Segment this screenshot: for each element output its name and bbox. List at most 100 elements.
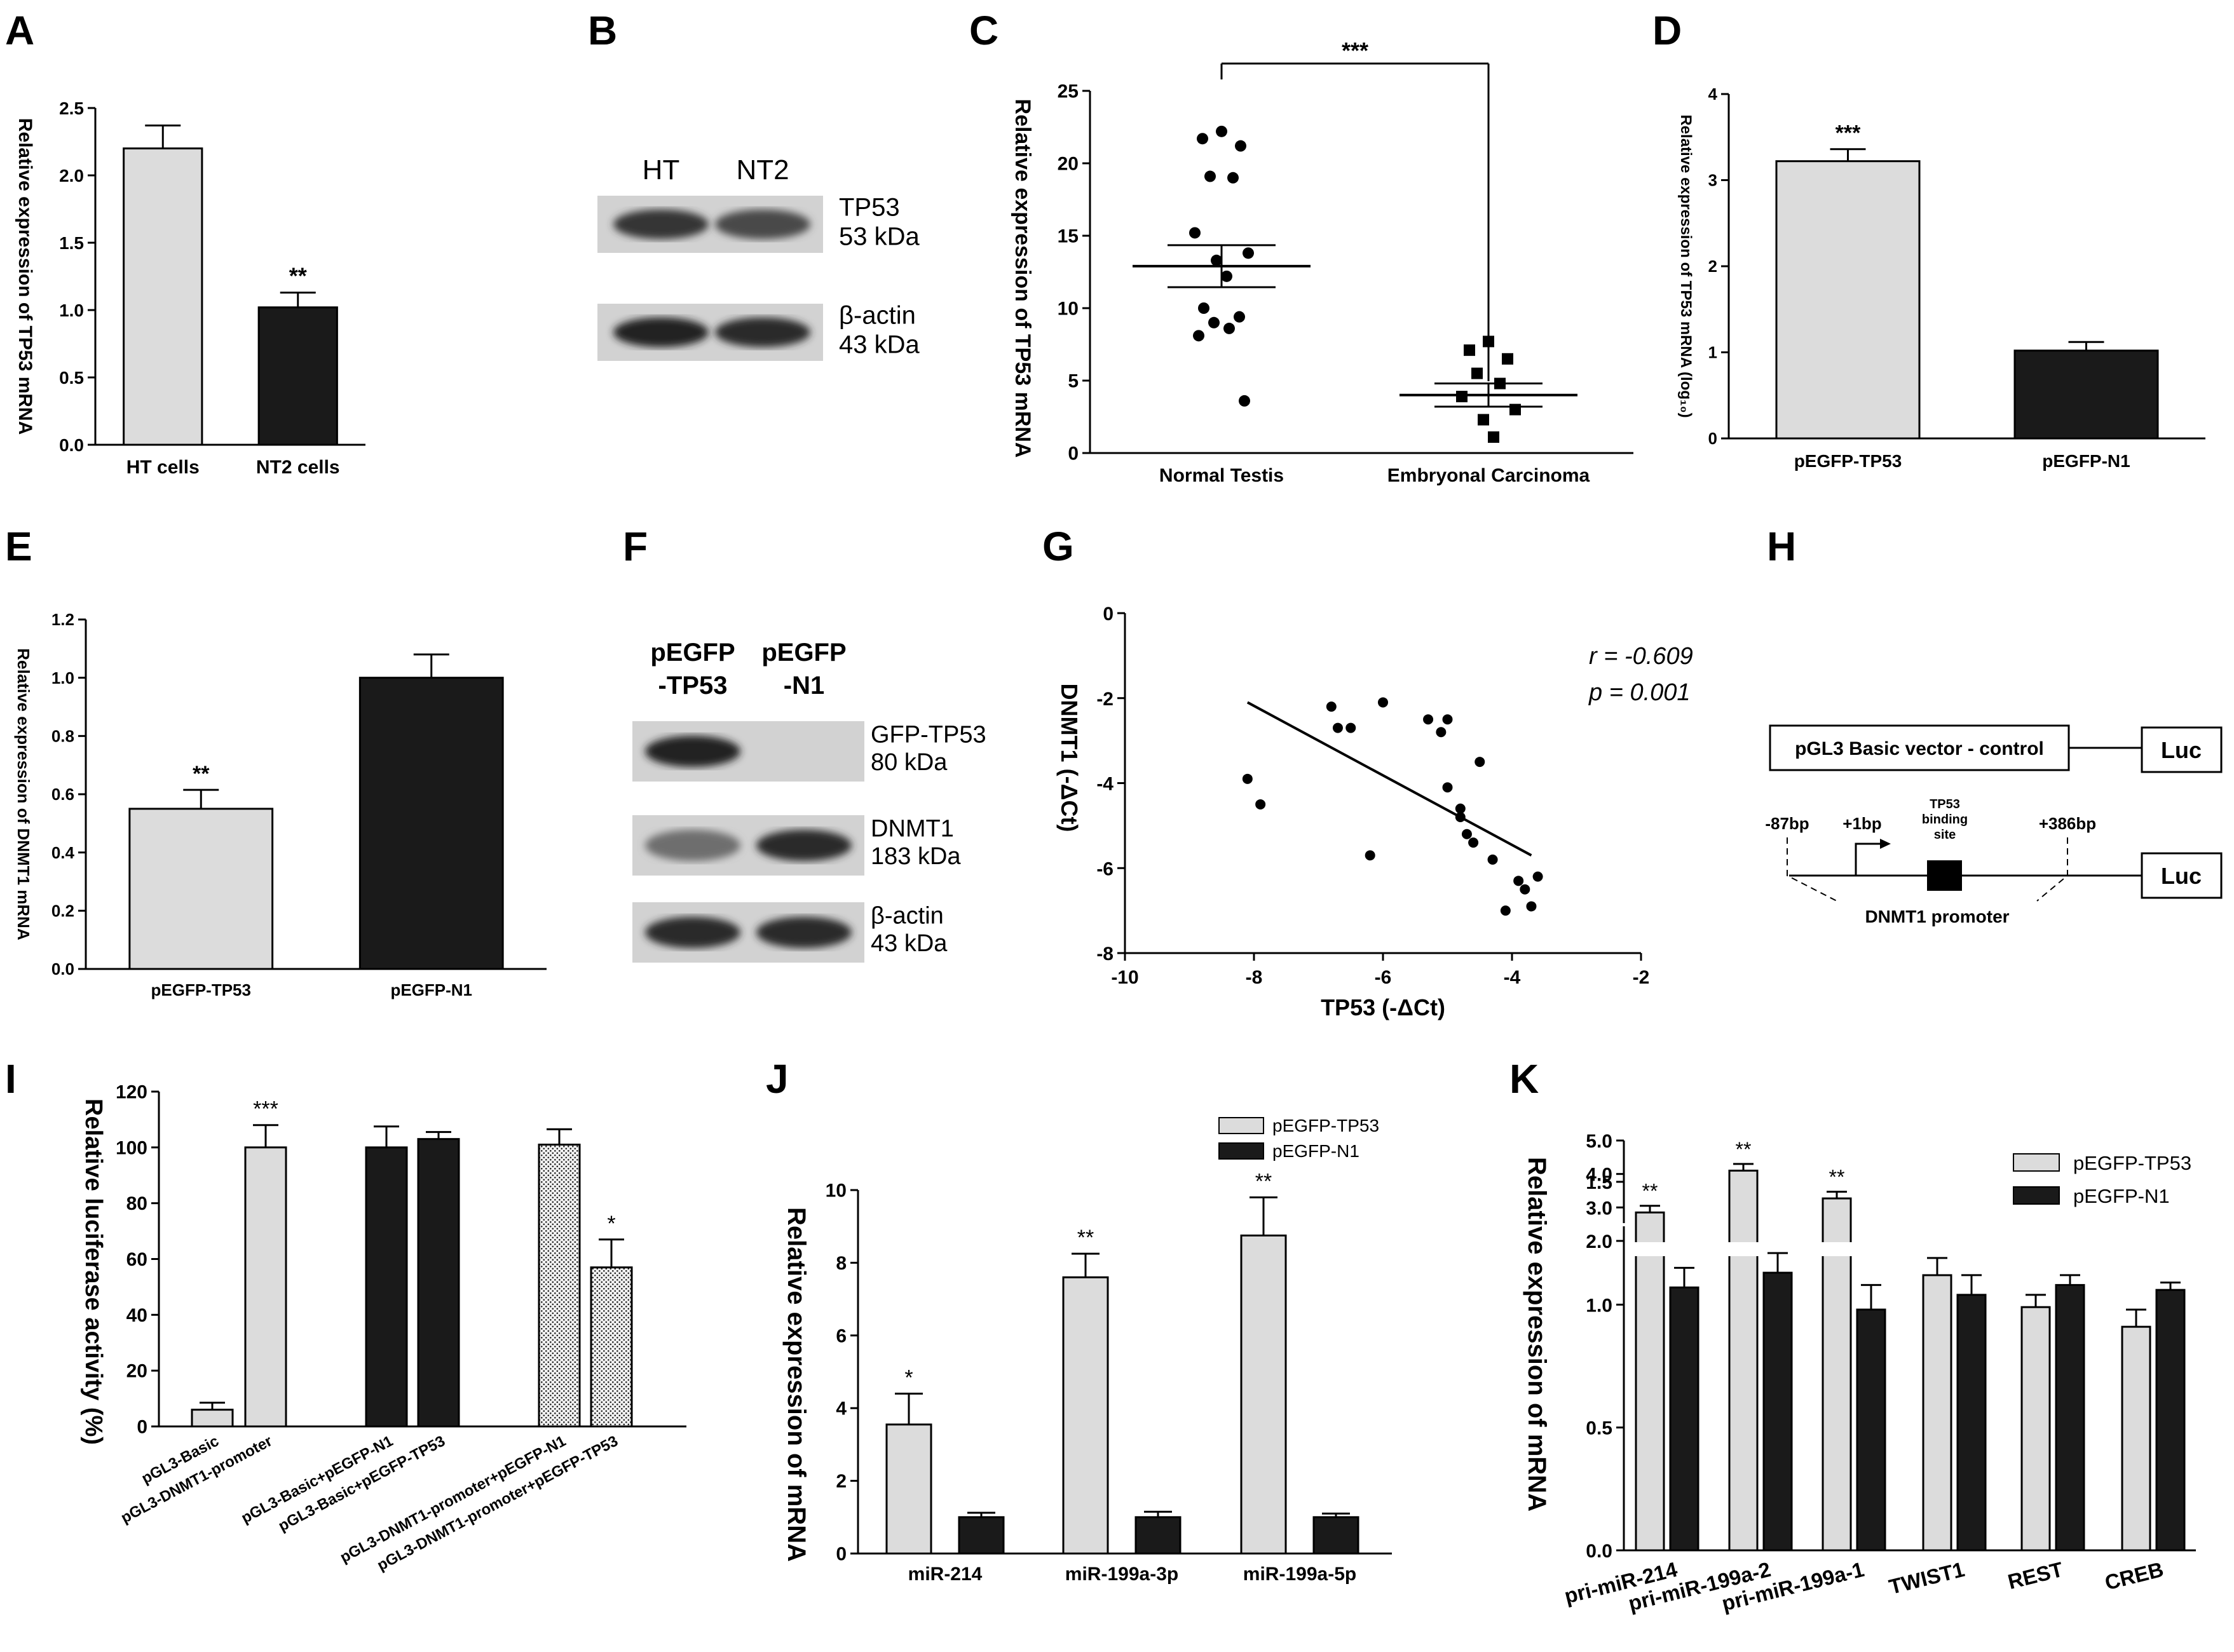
binding-site-label: TP53 <box>1930 797 1960 811</box>
panel-G-y-tick-label: -6 <box>1096 858 1114 879</box>
bar <box>244 1146 287 1428</box>
bar <box>2013 349 2159 440</box>
data-point <box>1423 714 1434 725</box>
band-size: 53 kDa <box>839 223 920 251</box>
blot-band <box>645 829 740 862</box>
significance-label: ** <box>289 262 307 288</box>
panel-D-y-tick-label: 3 <box>1708 171 1717 190</box>
panel-C-y-tick-label: 10 <box>1058 299 1079 320</box>
data-point <box>1197 133 1208 145</box>
bar <box>2055 1283 2085 1552</box>
category-label: CREB <box>2102 1557 2166 1595</box>
panel-letter-C: C <box>969 8 998 53</box>
data-point <box>1332 722 1343 733</box>
bar <box>358 677 504 970</box>
data-point <box>1239 395 1250 407</box>
panel-letter-F: F <box>623 524 648 569</box>
lane-label: -N1 <box>784 672 824 700</box>
panel-G-y-tick-label: -2 <box>1096 689 1114 710</box>
data-point <box>1475 757 1485 768</box>
bar <box>1956 1294 1987 1552</box>
data-point <box>1442 782 1453 793</box>
bar <box>123 147 203 446</box>
band-name: TP53 <box>839 194 900 222</box>
band-size: 43 kDa <box>871 930 948 957</box>
bar <box>191 1409 234 1428</box>
control-vector-box <box>1769 724 2070 771</box>
blot-band <box>645 735 740 768</box>
data-point <box>1455 803 1466 814</box>
bar <box>1240 1235 1287 1555</box>
panel-I-y-label: Relative luciferase activity (%) <box>80 1099 107 1445</box>
panel-C-y-tick-label: 5 <box>1068 371 1079 392</box>
panel-K-y-tick-label: 2.0 <box>1586 1231 1612 1252</box>
panel-K-y-tick-label: 3.0 <box>1586 1198 1612 1219</box>
panel-C-y-tick-label: 15 <box>1058 226 1079 247</box>
data-point <box>1193 330 1204 342</box>
data-point <box>1526 901 1537 912</box>
panel-C-y-tick-label: 20 <box>1058 154 1079 175</box>
panel-I-y-tick-label: 60 <box>126 1249 147 1270</box>
control-vector-label: pGL3 Basic vector - control <box>1795 738 2044 759</box>
panel-K-y-label: Relative expression of mRNA <box>1523 1157 1551 1512</box>
bar <box>885 1423 932 1555</box>
panel-J-y-tick-label: 10 <box>826 1181 847 1202</box>
data-point <box>1227 172 1239 184</box>
panel-E-y-tick-label: 0.0 <box>51 959 74 978</box>
data-point <box>1509 403 1521 416</box>
legend-label: pEGFP-TP53 <box>1272 1116 1379 1135</box>
position-label: +386bp <box>2039 814 2096 833</box>
panel-A-y-tick-label: 1.5 <box>59 233 84 253</box>
panel-D-y-tick-label: 0 <box>1708 429 1717 448</box>
data-point <box>1208 316 1220 328</box>
category-label: miR-199a-3p <box>1065 1564 1178 1585</box>
panel-G-x-tick-label: -10 <box>1111 967 1138 988</box>
axis-break-gap <box>1819 1242 1855 1256</box>
panel-G-x-tick-label: -6 <box>1375 967 1392 988</box>
position-label: +1bp <box>1842 814 1881 833</box>
regression-line <box>1246 701 1532 856</box>
luc-box <box>2141 852 2223 899</box>
bar <box>1728 1169 1759 1552</box>
bar <box>257 306 338 446</box>
data-point <box>1365 850 1375 861</box>
blot-band <box>613 209 709 240</box>
panel-letter-D: D <box>1652 8 1682 53</box>
correlation-p: p = 0.001 <box>1588 679 1691 706</box>
legend-swatch <box>1218 1117 1264 1134</box>
band-name: GFP-TP53 <box>871 721 986 748</box>
category-label: REST <box>2005 1557 2065 1594</box>
bar <box>590 1266 633 1428</box>
category-label: Normal Testis <box>1159 465 1284 486</box>
bar <box>1762 1271 1793 1552</box>
data-point <box>1471 367 1483 379</box>
panel-E-y-tick-label: 0.8 <box>51 726 74 745</box>
panel-G-x-label: TP53 (-ΔCt) <box>1321 994 1445 1020</box>
bar <box>538 1143 581 1428</box>
panel-A-y-tick-label: 2.0 <box>59 166 84 186</box>
panel-K-y-tick-label: 1.0 <box>1586 1295 1612 1316</box>
panel-K-y-tick-label: 1.5 <box>1586 1172 1612 1193</box>
bar <box>1669 1286 1699 1552</box>
panel-letter-A: A <box>5 8 34 53</box>
bar <box>1312 1516 1359 1555</box>
data-point <box>1216 125 1227 137</box>
significance-label: ** <box>1642 1180 1658 1203</box>
significance-label: ** <box>1077 1226 1094 1250</box>
panel-K-y-tick-label: 0.0 <box>1586 1541 1612 1562</box>
category-label: pEGFP-TP53 <box>151 980 251 999</box>
blot-band <box>756 916 852 949</box>
panel-G-x-tick-label: -2 <box>1633 967 1650 988</box>
band-name: β-actin <box>871 902 944 929</box>
data-point <box>1326 701 1337 712</box>
panel-D-y-label: Relative expression of TP53 mRNA (log₁₀) <box>1677 114 1694 417</box>
panel-D-y-tick-label: 4 <box>1708 85 1718 104</box>
data-point <box>1204 170 1216 182</box>
binding-site-label: site <box>1934 828 1956 842</box>
lane-label: HT <box>643 154 680 186</box>
position-label: -87bp <box>1765 814 1809 833</box>
panel-letter-G: G <box>1042 524 1074 569</box>
blot-band <box>645 916 740 949</box>
promoter-span <box>2036 837 2068 902</box>
significance-label: *** <box>1836 121 1861 146</box>
